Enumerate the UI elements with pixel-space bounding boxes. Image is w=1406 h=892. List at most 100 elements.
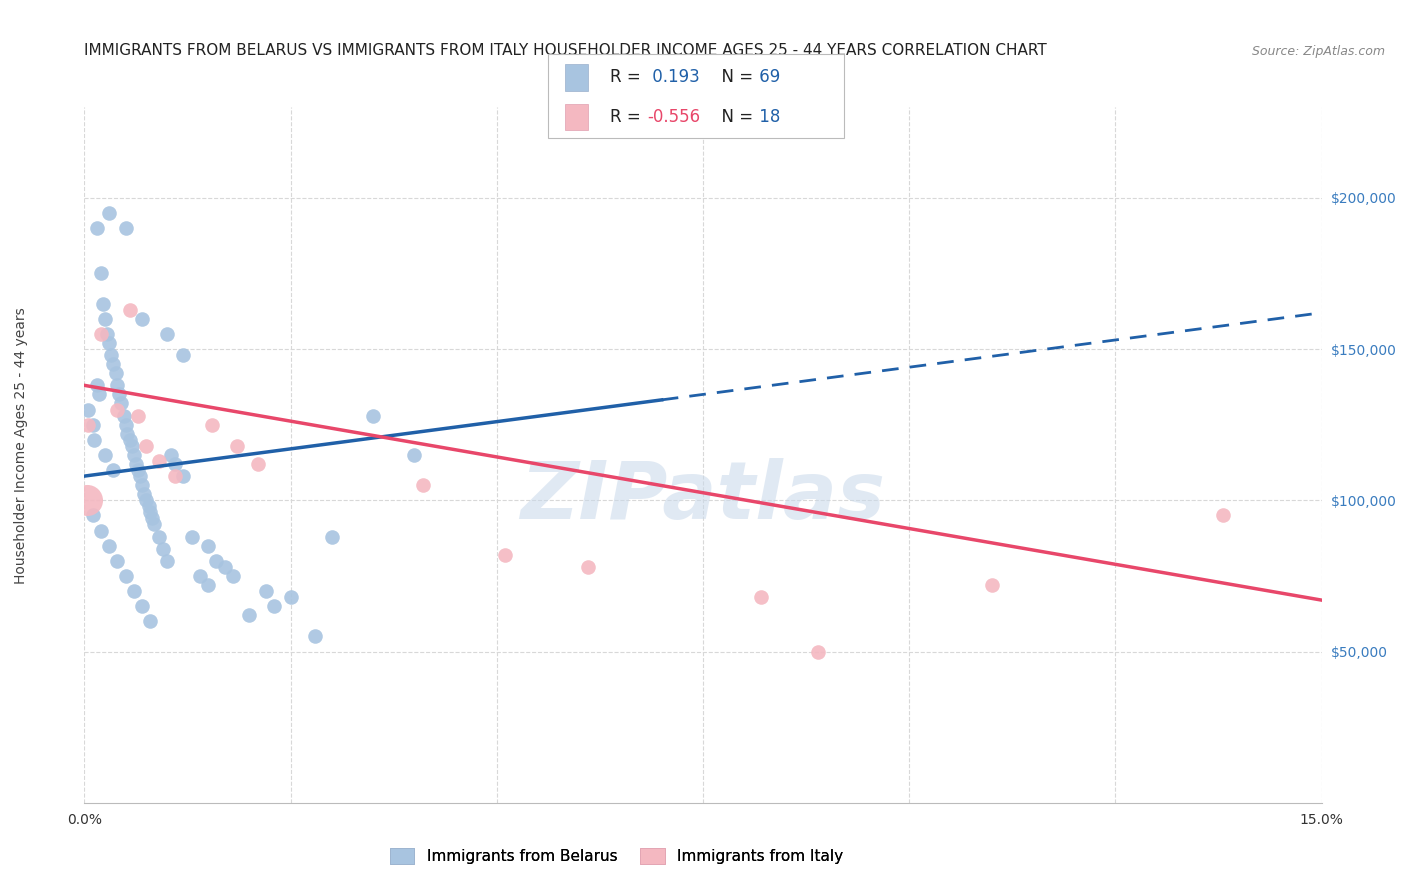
- Point: [131, 599, 153, 614]
- Point: [100, 348, 122, 362]
- Point: [131, 478, 153, 492]
- Point: [118, 302, 141, 317]
- Point: [222, 569, 245, 583]
- Text: 69: 69: [754, 69, 780, 87]
- Point: [104, 366, 127, 380]
- Point: [127, 409, 149, 423]
- Point: [135, 493, 157, 508]
- Point: [156, 326, 179, 341]
- Point: [91, 296, 114, 310]
- Point: [86, 378, 108, 392]
- Point: [139, 615, 162, 629]
- Point: [114, 569, 136, 583]
- Point: [121, 439, 143, 453]
- Point: [361, 409, 384, 423]
- Point: [114, 221, 136, 235]
- Point: [112, 409, 135, 423]
- Point: [132, 487, 155, 501]
- Point: [76, 493, 98, 508]
- Text: ZIPatlas: ZIPatlas: [520, 458, 886, 536]
- Point: [105, 402, 128, 417]
- Point: [108, 387, 131, 401]
- Point: [118, 433, 141, 447]
- Point: [263, 599, 285, 614]
- Text: N =: N =: [711, 108, 754, 126]
- Point: [114, 417, 136, 432]
- Point: [98, 539, 121, 553]
- Text: 18: 18: [754, 108, 780, 126]
- Point: [201, 417, 224, 432]
- Point: [1212, 508, 1234, 523]
- Point: [98, 206, 121, 220]
- Point: [122, 584, 145, 599]
- Text: Source: ZipAtlas.com: Source: ZipAtlas.com: [1251, 45, 1385, 58]
- Text: N =: N =: [711, 69, 754, 87]
- Text: 0.193: 0.193: [647, 69, 700, 87]
- Point: [83, 433, 105, 447]
- Legend: Immigrants from Belarus, Immigrants from Italy: Immigrants from Belarus, Immigrants from…: [382, 840, 851, 871]
- Point: [246, 457, 269, 471]
- Text: R =: R =: [610, 69, 641, 87]
- Text: IMMIGRANTS FROM BELARUS VS IMMIGRANTS FROM ITALY HOUSEHOLDER INCOME AGES 25 - 44: IMMIGRANTS FROM BELARUS VS IMMIGRANTS FR…: [84, 43, 1047, 58]
- Point: [321, 530, 343, 544]
- Point: [412, 478, 434, 492]
- Point: [165, 457, 187, 471]
- Point: [86, 221, 108, 235]
- Point: [172, 469, 194, 483]
- Text: Householder Income Ages 25 - 44 years: Householder Income Ages 25 - 44 years: [14, 308, 28, 584]
- Point: [122, 448, 145, 462]
- Point: [110, 396, 132, 410]
- Point: [77, 417, 100, 432]
- Point: [103, 463, 125, 477]
- Point: [494, 548, 516, 562]
- Point: [89, 387, 111, 401]
- Point: [205, 554, 228, 568]
- Point: [90, 326, 112, 341]
- Point: [124, 457, 146, 471]
- Text: -0.556: -0.556: [647, 108, 700, 126]
- Point: [98, 336, 121, 351]
- Point: [131, 311, 153, 326]
- Point: [135, 439, 157, 453]
- Point: [94, 311, 117, 326]
- Point: [105, 554, 128, 568]
- Point: [160, 448, 183, 462]
- Point: [197, 578, 219, 592]
- Point: [807, 644, 830, 658]
- Point: [82, 417, 104, 432]
- Point: [238, 608, 260, 623]
- Point: [148, 454, 170, 468]
- Point: [96, 326, 118, 341]
- Text: R =: R =: [610, 108, 641, 126]
- Point: [148, 530, 170, 544]
- Point: [141, 511, 163, 525]
- Point: [127, 463, 149, 477]
- Point: [188, 569, 211, 583]
- Point: [90, 524, 112, 538]
- Point: [172, 348, 194, 362]
- Point: [90, 267, 112, 281]
- Point: [82, 508, 104, 523]
- Point: [226, 439, 249, 453]
- Point: [143, 517, 166, 532]
- Point: [117, 426, 139, 441]
- Point: [280, 590, 302, 604]
- Point: [139, 505, 162, 519]
- Point: [77, 402, 100, 417]
- Point: [749, 590, 772, 604]
- Point: [214, 559, 236, 574]
- Point: [980, 578, 1002, 592]
- Point: [129, 469, 152, 483]
- Point: [180, 530, 202, 544]
- Point: [138, 500, 160, 514]
- Point: [152, 541, 174, 556]
- Point: [156, 554, 179, 568]
- Point: [103, 357, 125, 371]
- Point: [304, 629, 326, 643]
- Point: [254, 584, 277, 599]
- Point: [165, 469, 187, 483]
- Point: [197, 539, 219, 553]
- Point: [94, 448, 117, 462]
- Point: [576, 559, 599, 574]
- Point: [404, 448, 426, 462]
